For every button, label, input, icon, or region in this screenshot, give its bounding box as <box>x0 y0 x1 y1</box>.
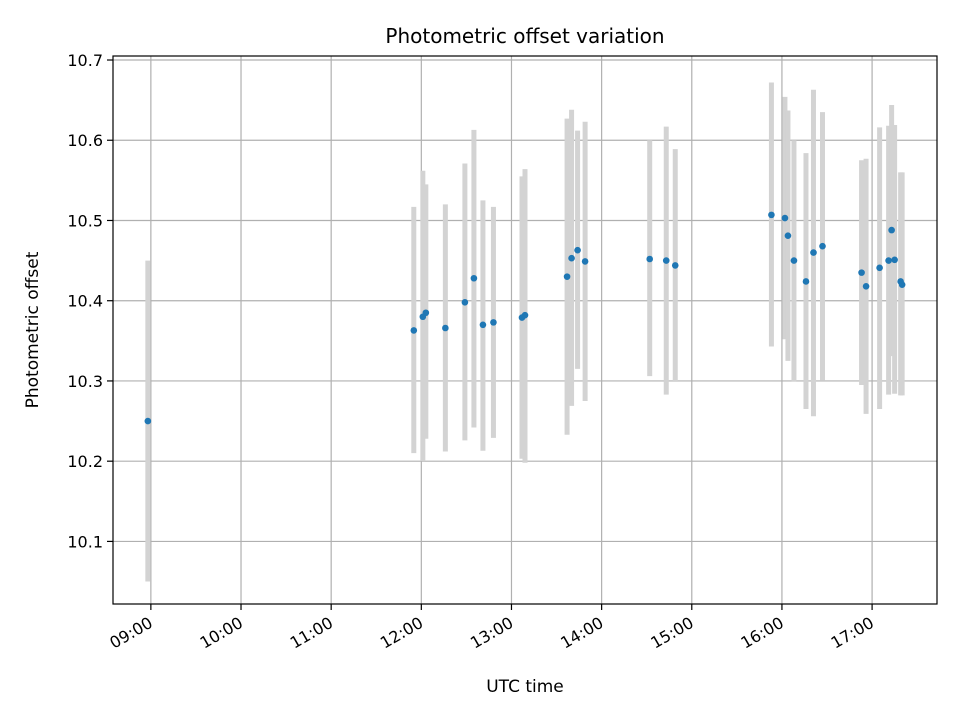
y-tick-label: 10.4 <box>67 292 103 311</box>
data-point <box>819 242 826 250</box>
data-point <box>802 278 810 285</box>
data-point <box>898 281 906 288</box>
plot-frame <box>112 55 938 605</box>
data-point <box>461 299 469 306</box>
data-point <box>862 282 870 290</box>
y-axis-label: Photometric offset <box>23 251 43 408</box>
data-point <box>790 257 798 264</box>
data-point <box>784 232 792 240</box>
data-point <box>768 211 775 219</box>
data-point <box>646 255 654 263</box>
data-point <box>490 319 497 326</box>
data-point <box>891 256 898 264</box>
data-point <box>574 246 581 254</box>
data-point <box>888 226 895 234</box>
data-point <box>876 264 883 272</box>
data-point <box>410 327 418 334</box>
chart-title: Photometric offset variation <box>385 24 664 48</box>
data-point <box>671 262 679 269</box>
data-point <box>581 258 589 265</box>
data-point <box>422 309 430 317</box>
data-point <box>470 274 478 282</box>
data-point <box>563 273 571 280</box>
y-tick-label: 10.1 <box>67 532 103 551</box>
y-tick-label: 10.3 <box>67 372 103 391</box>
data-point <box>521 311 529 319</box>
data-point <box>858 269 865 276</box>
y-tick-label: 10.2 <box>67 452 103 471</box>
data-points <box>144 211 906 425</box>
data-point <box>781 214 789 222</box>
data-point <box>885 257 892 264</box>
data-point <box>144 417 152 425</box>
data-point <box>662 257 670 264</box>
data-point <box>479 321 487 329</box>
y-tick-label: 10.7 <box>67 51 103 70</box>
x-axis-label: UTC time <box>486 677 564 697</box>
y-tick-label: 10.5 <box>67 211 103 230</box>
data-point <box>810 249 817 256</box>
data-point <box>442 324 449 332</box>
data-point <box>568 254 575 262</box>
y-tick-label: 10.6 <box>67 131 103 150</box>
